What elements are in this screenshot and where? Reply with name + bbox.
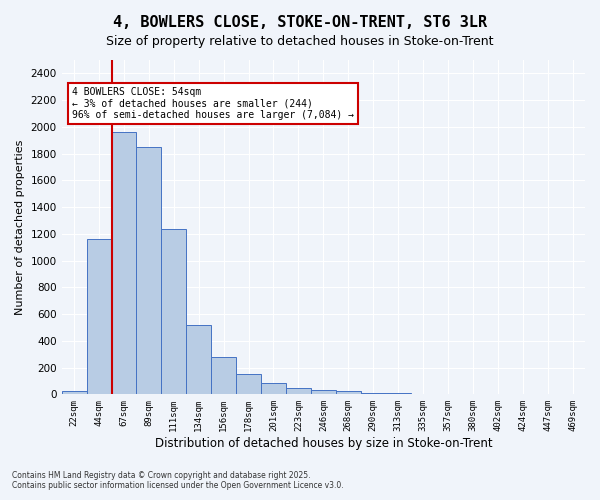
Bar [211,357,236,395]
Bar [311,390,336,394]
X-axis label: Distribution of detached houses by size in Stoke-on-Trent: Distribution of detached houses by size … [155,437,492,450]
Bar [186,325,211,394]
Text: 4, BOWLERS CLOSE, STOKE-ON-TRENT, ST6 3LR: 4, BOWLERS CLOSE, STOKE-ON-TRENT, ST6 3L… [113,15,487,30]
Bar [62,391,86,394]
Bar [261,382,286,394]
Bar [236,374,261,394]
Bar [112,132,136,394]
Text: 4 BOWLERS CLOSE: 54sqm
← 3% of detached houses are smaller (244)
96% of semi-det: 4 BOWLERS CLOSE: 54sqm ← 3% of detached … [72,86,354,120]
Text: Size of property relative to detached houses in Stoke-on-Trent: Size of property relative to detached ho… [106,35,494,48]
Bar [161,229,186,394]
Y-axis label: Number of detached properties: Number of detached properties [15,140,25,315]
Bar [336,390,361,394]
Bar [361,393,386,394]
Bar [86,238,112,394]
Bar [286,388,311,394]
Text: Contains HM Land Registry data © Crown copyright and database right 2025.
Contai: Contains HM Land Registry data © Crown c… [12,470,344,490]
Bar [136,147,161,394]
